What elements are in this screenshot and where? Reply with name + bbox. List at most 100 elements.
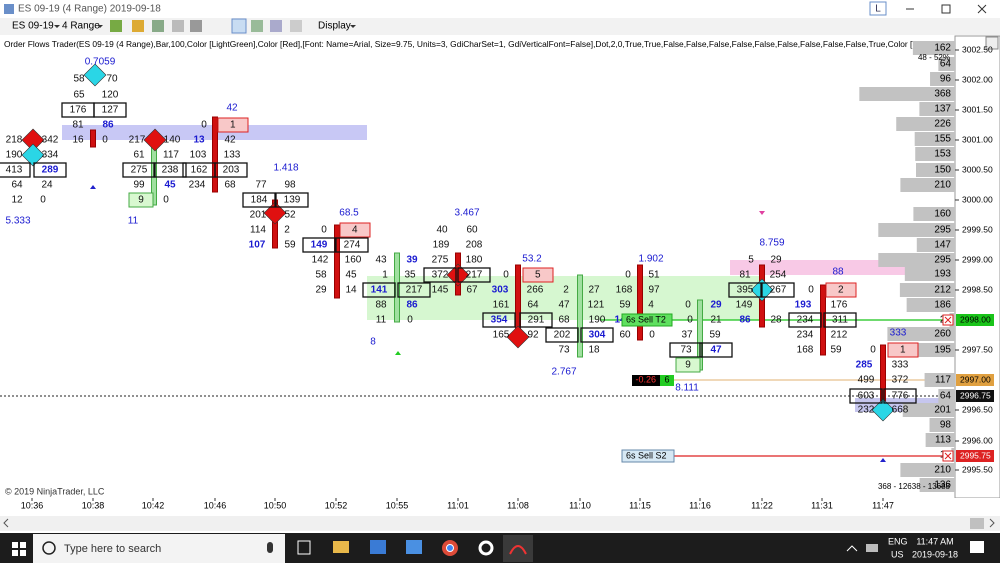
candle (90, 129, 96, 148)
cell-value: 58 (315, 270, 327, 281)
cell-value: 60 (466, 225, 478, 236)
explorer-icon[interactable] (333, 541, 349, 553)
cell-value: 13 (193, 135, 205, 146)
cell-value: 1 (900, 345, 906, 356)
cell-value: 289 (42, 165, 59, 176)
cell-value: 97 (648, 285, 660, 296)
notifications[interactable] (970, 541, 984, 553)
crosshair-button[interactable] (190, 20, 202, 32)
cell-value: 333 (892, 360, 909, 371)
interval-selector[interactable]: 4 Range (62, 21, 100, 32)
cell-value: 37 (681, 330, 693, 341)
cell-value: 149 (311, 240, 328, 251)
app-icon[interactable] (370, 540, 386, 554)
instrument-selector[interactable]: ES 09-19 (12, 21, 54, 32)
start-button[interactable] (12, 542, 26, 556)
cell-value: 267 (770, 285, 787, 296)
time-label: 10:36 (21, 500, 44, 510)
settings-icon[interactable] (478, 540, 494, 556)
volume-value: 193 (934, 269, 951, 280)
properties-button[interactable] (251, 20, 263, 32)
candle (637, 264, 643, 341)
cell-value: 127 (102, 105, 119, 116)
tray-arrow[interactable] (846, 545, 858, 552)
price-label: 2997.50 (962, 344, 993, 354)
scroll-thumb[interactable] (970, 518, 984, 529)
cell-value: 303 (492, 285, 509, 296)
maximize[interactable] (941, 4, 951, 14)
price-label: 3002.50 (962, 44, 993, 54)
cell-value: 60 (619, 330, 631, 341)
cell-value: 275 (131, 165, 148, 176)
chart-button[interactable] (231, 18, 247, 34)
task-view[interactable] (297, 540, 311, 555)
time-label: 10:52 (325, 500, 348, 510)
search-box[interactable] (33, 534, 285, 563)
scrollbar[interactable] (0, 516, 1000, 531)
volume-value: 137 (934, 104, 951, 115)
cell-box (728, 282, 762, 298)
bar-type-button[interactable] (110, 20, 122, 32)
volume-value: 153 (934, 149, 951, 160)
cell-value: 29 (770, 255, 782, 266)
cell-value: 77 (255, 180, 267, 191)
cell-value: 0 (870, 345, 876, 356)
volume-value: 113 (935, 435, 951, 446)
region[interactable]: US (891, 549, 904, 559)
scroll-left[interactable] (3, 518, 9, 528)
volume-bar (916, 238, 955, 252)
cell-value: 27 (588, 285, 600, 296)
signal-label: 6s Sell S2 (626, 450, 667, 460)
template-button[interactable] (270, 20, 282, 32)
cell-value: 0 (163, 195, 169, 206)
scroll-right[interactable] (989, 518, 995, 528)
display-menu[interactable]: Display (318, 21, 351, 32)
cell-value: 99 (133, 180, 145, 191)
cell-value: 81 (739, 270, 751, 281)
stat-label: 1.418 (273, 163, 298, 174)
cell-value: 11 (376, 315, 387, 326)
mic-icon[interactable] (267, 542, 273, 553)
cell-value: 141 (371, 285, 388, 296)
stat-label: 333 (890, 328, 907, 339)
layout-button[interactable] (869, 1, 887, 16)
cell-value: 139 (284, 195, 301, 206)
arrow-marker (759, 211, 765, 215)
cell-box (423, 267, 457, 283)
window-title: ES 09-19 (4 Range) 2019-09-18 (18, 4, 161, 15)
cell-value: 266 (527, 285, 544, 296)
store-icon[interactable] (406, 540, 422, 554)
cell-box (214, 162, 248, 178)
tool-button[interactable] (152, 20, 164, 32)
chrome-center (446, 544, 454, 552)
cell-value: 254 (770, 270, 787, 281)
tool-button[interactable] (290, 20, 302, 32)
cell-box (883, 388, 917, 404)
cell-value: 68 (224, 180, 236, 191)
clock-date[interactable]: 2019-09-18 (912, 549, 958, 559)
cell-value: 2 (284, 225, 290, 236)
cell-value: 18 (588, 345, 600, 356)
cell-value: 201 (250, 210, 267, 221)
cell-value: 145 (432, 285, 449, 296)
cell-box (0, 162, 31, 178)
cell-value: 114 (250, 225, 266, 236)
cell-value: 70 (106, 74, 118, 85)
cell-box (823, 312, 857, 328)
cell-value: 61 (133, 150, 145, 161)
stat-label: 68.5 (339, 208, 359, 219)
volume-bar (916, 163, 955, 177)
panel-menu[interactable] (985, 36, 999, 50)
language[interactable]: ENG (888, 536, 908, 546)
volume-value: 155 (934, 134, 951, 145)
time-label: 11:31 (811, 500, 833, 510)
candle (577, 274, 583, 358)
clock-time[interactable]: 11:47 AM (916, 536, 953, 546)
tool-button[interactable] (172, 20, 184, 32)
active-app[interactable] (503, 535, 533, 562)
network-icon[interactable] (866, 544, 878, 552)
cell-box (457, 267, 491, 283)
draw-button[interactable] (132, 20, 144, 32)
close[interactable] (977, 4, 987, 14)
